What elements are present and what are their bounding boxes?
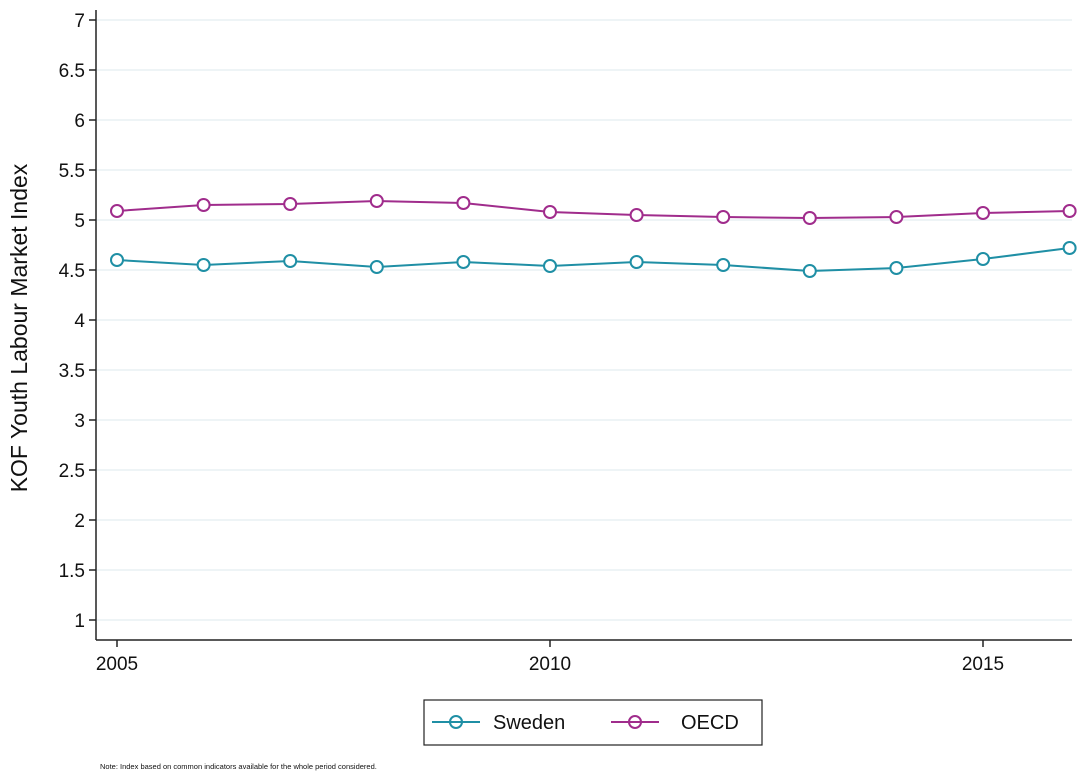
y-axis-title: KOF Youth Labour Market Index <box>6 163 32 492</box>
data-point-sweden <box>110 253 124 267</box>
y-tick-label: 3.5 <box>59 361 85 382</box>
series-line-oecd <box>116 199 1070 220</box>
data-point-sweden <box>716 258 731 272</box>
legend-label-sweden: Sweden <box>493 712 565 734</box>
gridlines <box>97 19 1072 621</box>
data-point-oecd <box>196 198 211 212</box>
data-point-sweden <box>369 260 384 274</box>
y-tick-label: 7 <box>74 11 85 32</box>
data-point-oecd <box>369 194 384 208</box>
data-point-sweden <box>889 261 904 275</box>
y-tick-label: 2 <box>74 511 85 532</box>
legend: Sweden OECD <box>423 699 763 746</box>
series-line-sweden <box>116 247 1070 273</box>
data-point-oecd <box>543 205 557 219</box>
y-tick-label: 1.5 <box>59 561 85 582</box>
y-tick-label: 5 <box>74 211 85 232</box>
x-tick-label: 2010 <box>529 654 571 675</box>
data-point-oecd <box>976 206 990 220</box>
data-point-oecd <box>889 210 904 224</box>
legend-item-oecd: OECD <box>611 712 739 734</box>
y-tick-label: 6.5 <box>59 61 85 82</box>
y-tick-label: 4 <box>74 311 85 332</box>
x-tick-label: 2015 <box>962 654 1004 675</box>
y-ticks: 1 1.5 2 2.5 3 3.5 4 4.5 5 5.5 6 6.5 7 <box>59 11 96 632</box>
data-point-sweden <box>629 255 644 269</box>
legend-marker-sweden <box>449 715 463 729</box>
data-point-oecd <box>716 210 731 224</box>
data-point-sweden <box>802 264 817 278</box>
chart-note: Note: Index based on common indicators a… <box>100 762 377 771</box>
data-point-oecd <box>456 196 471 210</box>
legend-label-oecd: OECD <box>681 712 739 734</box>
data-point-oecd <box>1062 204 1077 218</box>
legend-box <box>423 699 763 746</box>
data-point-sweden <box>196 258 211 272</box>
legend-item-sweden: Sweden <box>432 712 565 734</box>
data-point-oecd <box>110 204 124 218</box>
data-point-sweden <box>1062 241 1077 255</box>
y-tick-label: 4.5 <box>59 261 85 282</box>
legend-marker-oecd <box>628 715 642 729</box>
data-point-oecd <box>629 208 644 222</box>
y-tick-label: 3 <box>74 411 85 432</box>
y-tick-label: 6 <box>74 111 85 132</box>
y-tick-label: 2.5 <box>59 461 85 482</box>
y-tick-label: 1 <box>74 611 85 632</box>
data-point-sweden <box>976 252 990 266</box>
axes <box>95 10 1072 641</box>
x-ticks: 2005 2010 2015 <box>96 640 1004 675</box>
series <box>110 194 1077 278</box>
data-point-oecd <box>802 211 817 225</box>
x-tick-label: 2005 <box>96 654 138 675</box>
y-tick-label: 5.5 <box>59 161 85 182</box>
data-point-sweden <box>543 259 557 273</box>
data-point-sweden <box>283 254 298 268</box>
data-point-oecd <box>283 197 298 211</box>
data-point-sweden <box>456 255 471 269</box>
